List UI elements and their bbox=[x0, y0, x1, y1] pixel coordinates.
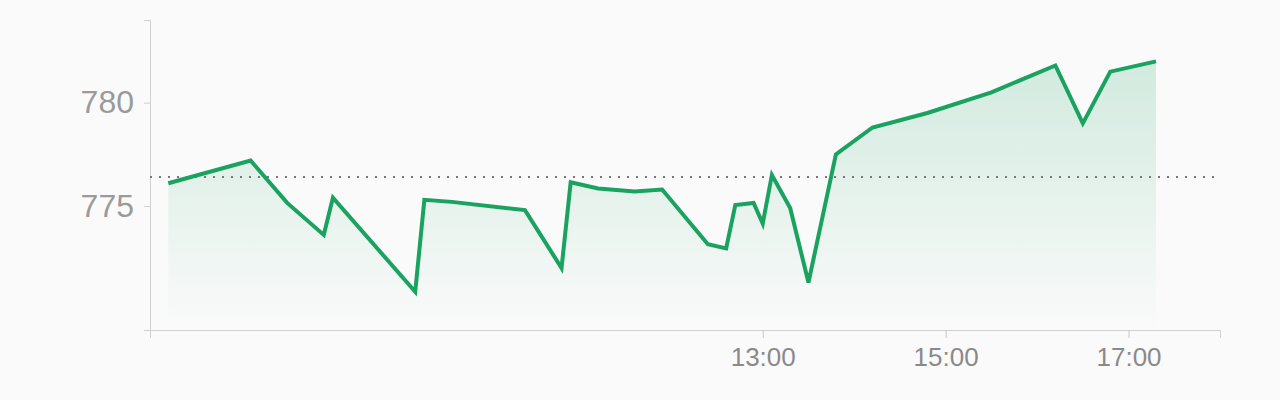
x-tick-label: 13:00 bbox=[731, 342, 796, 372]
x-tick-mark bbox=[946, 330, 947, 338]
chart: 775 780 13:00 15:00 17:00 bbox=[0, 0, 1280, 400]
x-tick-label: 15:00 bbox=[914, 342, 979, 372]
x-tick: 13:00 bbox=[731, 330, 796, 372]
x-tick-label: 17:00 bbox=[1097, 342, 1162, 372]
y-axis: 775 780 bbox=[81, 21, 151, 331]
x-tick-mark bbox=[1129, 330, 1130, 338]
x-tick: 15:00 bbox=[914, 330, 979, 372]
x-axis: 13:00 15:00 17:00 bbox=[151, 330, 1221, 372]
plot-area bbox=[150, 61, 1220, 330]
y-tick-mark bbox=[144, 206, 150, 207]
reference-line bbox=[150, 176, 1220, 178]
x-tick-mark bbox=[763, 330, 764, 338]
y-tick: 780 bbox=[81, 84, 150, 120]
y-axis-line bbox=[144, 21, 151, 331]
y-tick-label: 775 bbox=[81, 188, 134, 224]
price-line bbox=[168, 61, 1156, 291]
y-tick-mark bbox=[144, 103, 150, 104]
area bbox=[168, 61, 1156, 330]
x-tick: 17:00 bbox=[1097, 330, 1162, 372]
x-axis-line bbox=[151, 331, 1221, 339]
y-tick-label: 780 bbox=[81, 84, 134, 120]
y-tick: 775 bbox=[81, 188, 150, 224]
